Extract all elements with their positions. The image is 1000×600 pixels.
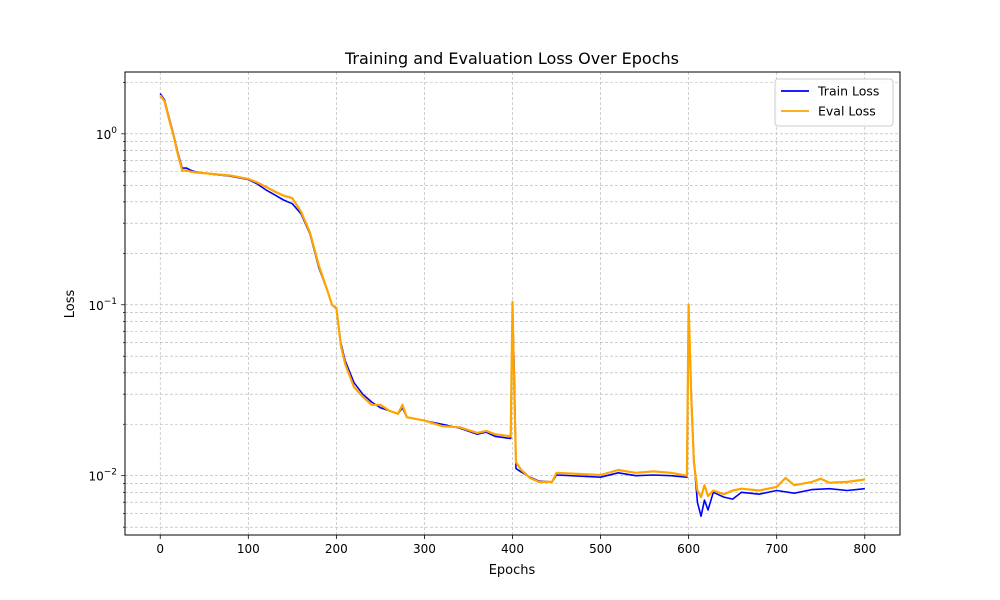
series-line-eval: [159, 94, 865, 499]
y-tick-label: 10−2: [88, 468, 117, 484]
y-tick-label: 100: [96, 126, 117, 142]
legend: Train Loss Eval Loss: [774, 78, 894, 127]
x-tick-label: 800: [853, 542, 876, 556]
series-layer: [159, 93, 865, 517]
chart-title: Training and Evaluation Loss Over Epochs: [344, 49, 679, 68]
x-tick-label: 0: [156, 542, 164, 556]
x-tick-label: 500: [589, 542, 612, 556]
x-tick-label: 100: [237, 542, 260, 556]
y-tick-label: 10−1: [88, 297, 117, 313]
x-tick-label: 400: [501, 542, 524, 556]
y-axis-label: Loss: [63, 290, 78, 319]
x-tick-label: 200: [325, 542, 348, 556]
x-axis-label: Epochs: [489, 563, 536, 578]
x-tick-label: 300: [413, 542, 436, 556]
x-tick-label: 700: [765, 542, 788, 556]
y-axis: 10−2 10−1 100: [88, 82, 125, 528]
legend-label-eval: Eval Loss: [818, 104, 876, 119]
x-tick-label: 600: [677, 542, 700, 556]
x-axis: 0 100 200 300 400 500 600 700 800: [156, 535, 876, 556]
legend-label-train: Train Loss: [817, 84, 879, 99]
